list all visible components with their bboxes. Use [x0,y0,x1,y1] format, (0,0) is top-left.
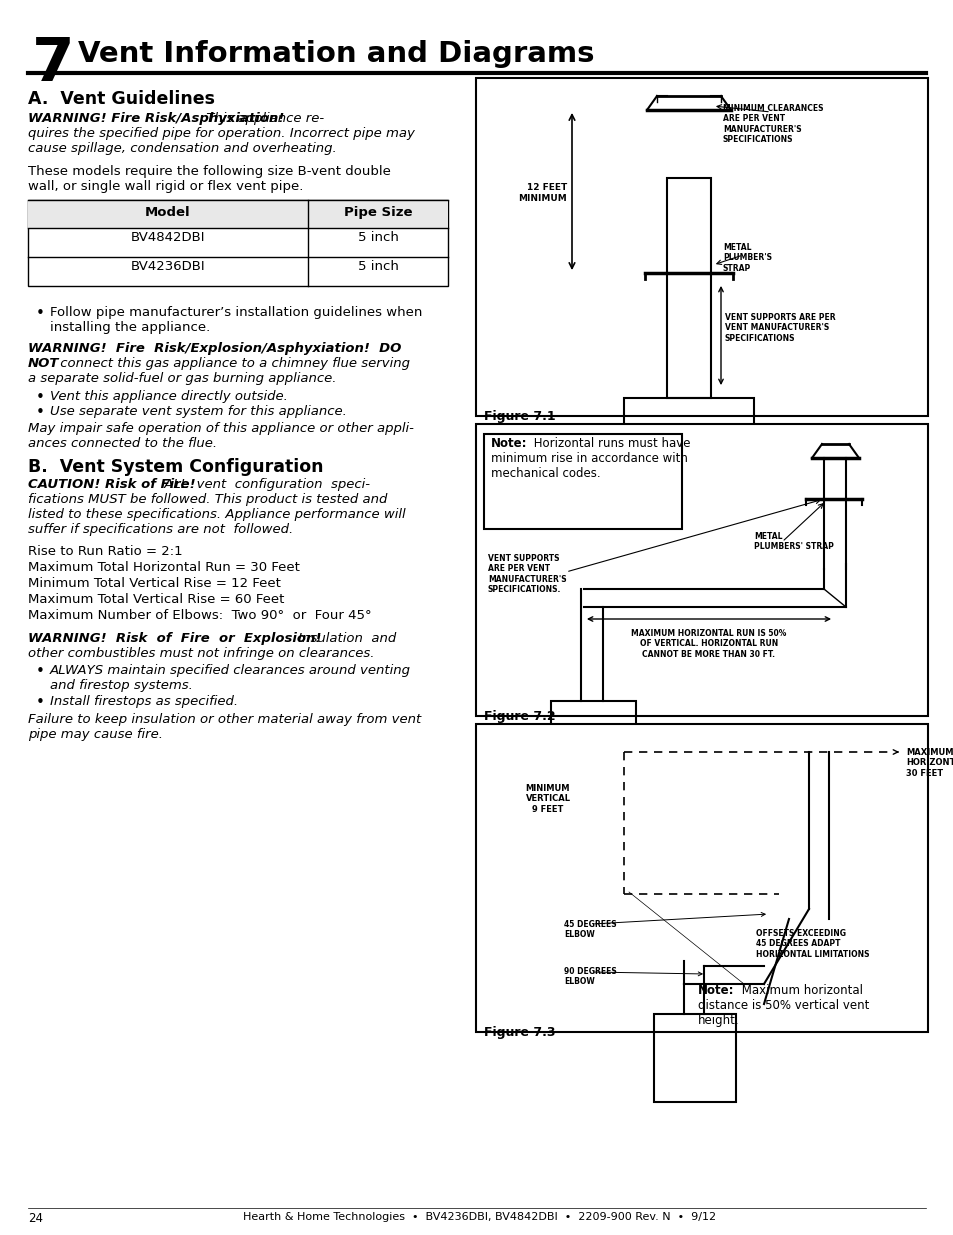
Bar [28,200,448,228]
Text: 7: 7 [32,35,74,94]
Text: other combustibles must not infringe on clearances.: other combustibles must not infringe on … [28,647,375,659]
Text: •: • [36,695,45,710]
Text: Model: Model [145,206,191,219]
Text: 24: 24 [28,1212,43,1225]
Text: 5 inch: 5 inch [357,231,398,245]
Text: wall, or single wall rigid or flex vent pipe.: wall, or single wall rigid or flex vent … [28,180,303,193]
Text: NOT: NOT [28,357,59,370]
Bar [28,200,448,287]
Text: pipe may cause fire.: pipe may cause fire. [28,727,163,741]
Text: and firestop systems.: and firestop systems. [50,679,193,692]
Text: May impair safe operation of this appliance or other appli-: May impair safe operation of this applia… [28,422,414,435]
Text: Horizontal runs must have: Horizontal runs must have [530,437,690,450]
Text: height.: height. [698,1014,739,1028]
Text: Figure 7.3: Figure 7.3 [483,1026,555,1039]
Text: installing the appliance.: installing the appliance. [50,321,210,333]
Text: Vent Information and Diagrams: Vent Information and Diagrams [78,40,594,68]
Text: listed to these specifications. Appliance performance will: listed to these specifications. Applianc… [28,508,405,521]
Bar [476,424,927,716]
Text: Hearth & Home Technologies  •  BV4236DBI, BV4842DBI  •  2209-900 Rev. N  •  9/12: Hearth & Home Technologies • BV4236DBI, … [243,1212,716,1221]
Text: These models require the following size B-vent double: These models require the following size … [28,165,391,178]
Text: 45 DEGREES
ELBOW: 45 DEGREES ELBOW [563,920,616,940]
Text: Maximum Total Vertical Rise = 60 Feet: Maximum Total Vertical Rise = 60 Feet [28,593,284,606]
Text: distance is 50% vertical vent: distance is 50% vertical vent [698,999,868,1011]
Text: 5 inch: 5 inch [357,261,398,273]
Text: B.  Vent System Configuration: B. Vent System Configuration [28,458,323,475]
Text: 12 FEET
MINIMUM: 12 FEET MINIMUM [517,184,566,203]
Text: Rise to Run Ratio = 2:1: Rise to Run Ratio = 2:1 [28,545,182,558]
Text: MINIMUM
VERTICAL
9 FEET: MINIMUM VERTICAL 9 FEET [525,784,570,814]
Text: suffer if specifications are not  followed.: suffer if specifications are not followe… [28,522,293,536]
Text: WARNING!  Fire  Risk/Explosion/Asphyxiation!  DO: WARNING! Fire Risk/Explosion/Asphyxiatio… [28,342,401,354]
Text: MAXIMUM HORIZONTAL RUN IS 50%
OF VERTICAL. HORIZONTAL RUN
CANNOT BE MORE THAN 30: MAXIMUM HORIZONTAL RUN IS 50% OF VERTICA… [631,629,786,658]
Text: Minimum Total Vertical Rise = 12 Feet: Minimum Total Vertical Rise = 12 Feet [28,577,280,590]
Text: This appliance re-: This appliance re- [202,112,324,125]
Text: VENT SUPPORTS ARE PER
VENT MANUFACTURER'S
SPECIFICATIONS: VENT SUPPORTS ARE PER VENT MANUFACTURER'… [724,312,835,343]
Text: minimum rise in accordance with: minimum rise in accordance with [491,452,687,466]
Text: a separate solid-fuel or gas burning appliance.: a separate solid-fuel or gas burning app… [28,372,336,385]
Text: CAUTION! Risk of Fire!: CAUTION! Risk of Fire! [28,478,195,492]
Text: WARNING! Fire Risk/Asphyxiation!: WARNING! Fire Risk/Asphyxiation! [28,112,284,125]
Bar [476,78,927,416]
Text: METAL
PLUMBERS' STRAP: METAL PLUMBERS' STRAP [753,532,833,551]
Text: •: • [36,664,45,679]
Text: Pipe Size: Pipe Size [343,206,412,219]
Text: BV4842DBI: BV4842DBI [131,231,205,245]
Text: Note:: Note: [491,437,527,450]
Text: MINIMUM CLEARANCES
ARE PER VENT
MANUFACTURER'S
SPECIFICATIONS: MINIMUM CLEARANCES ARE PER VENT MANUFACT… [722,104,822,144]
Text: Figure 7.2: Figure 7.2 [483,710,555,722]
Text: •: • [36,306,45,321]
Bar [623,398,753,480]
Text: Follow pipe manufacturer’s installation guidelines when: Follow pipe manufacturer’s installation … [50,306,422,319]
Text: Vent this appliance directly outside.: Vent this appliance directly outside. [50,390,288,403]
Text: Maximum Number of Elbows:  Two 90°  or  Four 45°: Maximum Number of Elbows: Two 90° or Fou… [28,609,372,622]
Text: Insulation  and: Insulation and [294,632,395,645]
Bar [483,433,681,529]
Bar [476,724,927,1032]
Text: fications MUST be followed. This product is tested and: fications MUST be followed. This product… [28,493,387,506]
Text: mechanical codes.: mechanical codes. [491,467,600,480]
Text: cause spillage, condensation and overheating.: cause spillage, condensation and overhea… [28,142,336,156]
Text: Use separate vent system for this appliance.: Use separate vent system for this applia… [50,405,347,417]
Text: quires the specified pipe for operation. Incorrect pipe may: quires the specified pipe for operation.… [28,127,415,140]
Text: WARNING!  Risk  of  Fire  or  Explosion!: WARNING! Risk of Fire or Explosion! [28,632,321,645]
Text: MAXIMUM
HORIZONTAL
30 FEET: MAXIMUM HORIZONTAL 30 FEET [905,748,953,778]
Text: •: • [36,405,45,420]
Text: BV4236DBI: BV4236DBI [131,261,205,273]
Bar [551,701,636,797]
Text: •: • [36,390,45,405]
Text: ALWAYS maintain specified clearances around venting: ALWAYS maintain specified clearances aro… [50,664,411,677]
Text: ALL  vent  configuration  speci-: ALL vent configuration speci- [160,478,370,492]
Bar [666,178,710,398]
Text: Install firestops as specified.: Install firestops as specified. [50,695,238,708]
Bar [654,1014,735,1102]
Text: Failure to keep insulation or other material away from vent: Failure to keep insulation or other mate… [28,713,421,726]
Text: Maximum Total Horizontal Run = 30 Feet: Maximum Total Horizontal Run = 30 Feet [28,561,299,574]
Text: connect this gas appliance to a chimney flue serving: connect this gas appliance to a chimney … [56,357,410,370]
Text: 90 DEGREES
ELBOW: 90 DEGREES ELBOW [563,967,616,987]
Text: OFFSETS EXCEEDING
45 DEGREES ADAPT
HORIZONTAL LIMITATIONS: OFFSETS EXCEEDING 45 DEGREES ADAPT HORIZ… [755,929,868,958]
Text: Figure 7.1: Figure 7.1 [483,410,555,424]
Text: Maximum horizontal: Maximum horizontal [738,984,862,997]
Text: Note:: Note: [698,984,734,997]
Text: ances connected to the flue.: ances connected to the flue. [28,437,217,450]
Text: VENT SUPPORTS
ARE PER VENT
MANUFACTURER'S
SPECIFICATIONS.: VENT SUPPORTS ARE PER VENT MANUFACTURER'… [488,555,566,594]
Text: METAL
PLUMBER'S
STRAP: METAL PLUMBER'S STRAP [722,243,771,273]
Text: A.  Vent Guidelines: A. Vent Guidelines [28,90,214,107]
